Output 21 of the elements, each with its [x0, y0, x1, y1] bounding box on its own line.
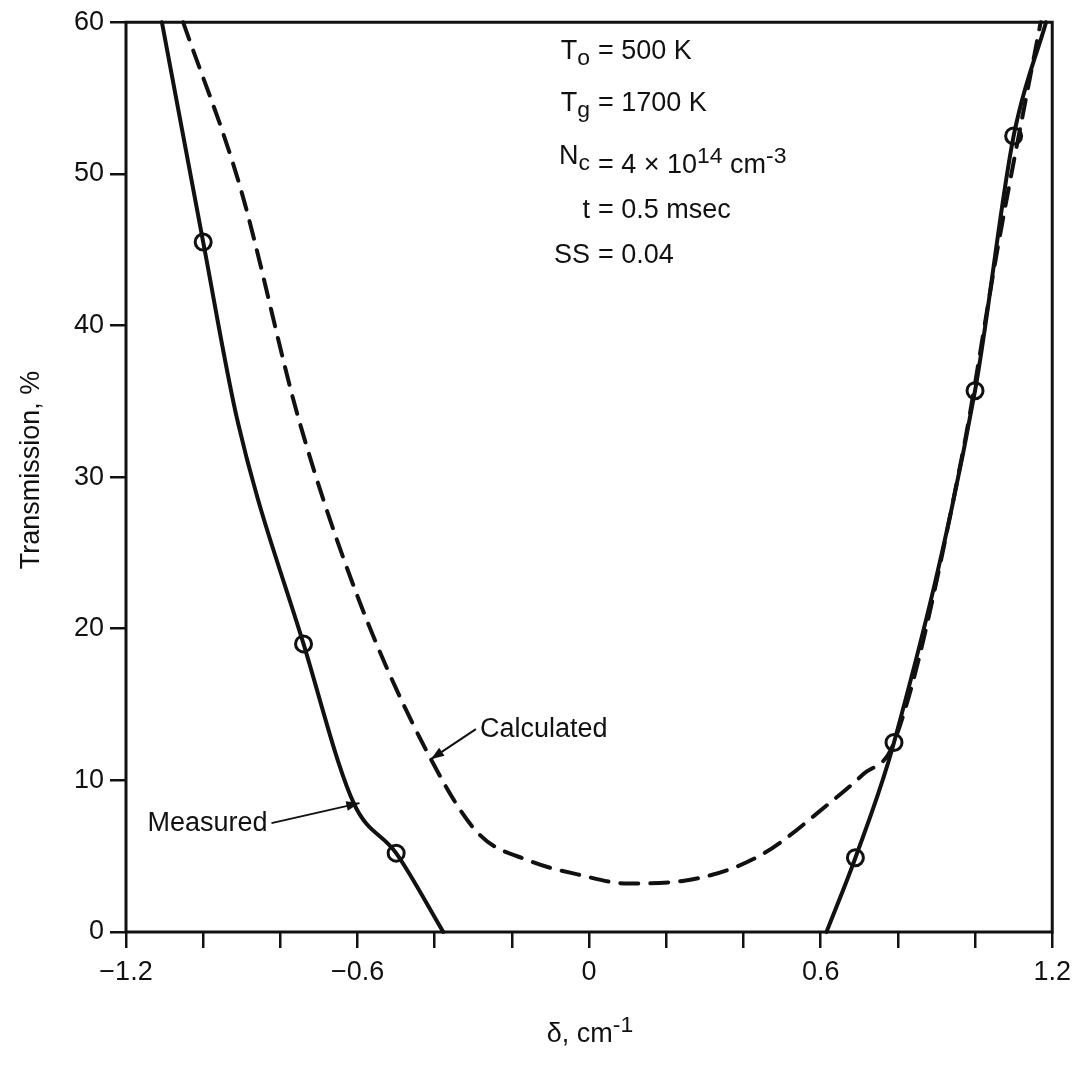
x-tick-label: 1.2: [1033, 955, 1072, 986]
y-tick-label: 10: [73, 763, 104, 794]
annotation: Calculated: [479, 712, 608, 743]
y-tick-label: 50: [73, 157, 104, 188]
y-tick-label: 20: [73, 612, 104, 643]
annotation: Measured: [147, 806, 268, 837]
annotation: T$_{o}$ = 500 K: [559, 34, 692, 73]
annotation: SS = 0.04: [552, 237, 674, 271]
y-axis-title: Transmission, %: [14, 370, 46, 570]
x-tick-label: 0: [581, 955, 597, 986]
x-tick-label: −0.6: [330, 955, 385, 986]
annotation: T$_{g}$ = 1700 K: [559, 86, 707, 125]
x-tick-label: −1.2: [99, 955, 153, 986]
x-tick-label: 0.6: [801, 955, 840, 986]
annotation: N$_{c}$ = 4 × 10$^{14}$ cm$^{-3}$: [558, 138, 787, 181]
y-tick-label: 0: [88, 915, 104, 946]
y-tick-label: 60: [73, 5, 104, 36]
annotation: t = 0.5 msec: [581, 192, 731, 226]
y-tick-label: 30: [73, 460, 104, 491]
y-tick-label: 40: [73, 308, 104, 339]
x-axis-title: δ, cm$^{-1}$: [546, 1011, 634, 1049]
